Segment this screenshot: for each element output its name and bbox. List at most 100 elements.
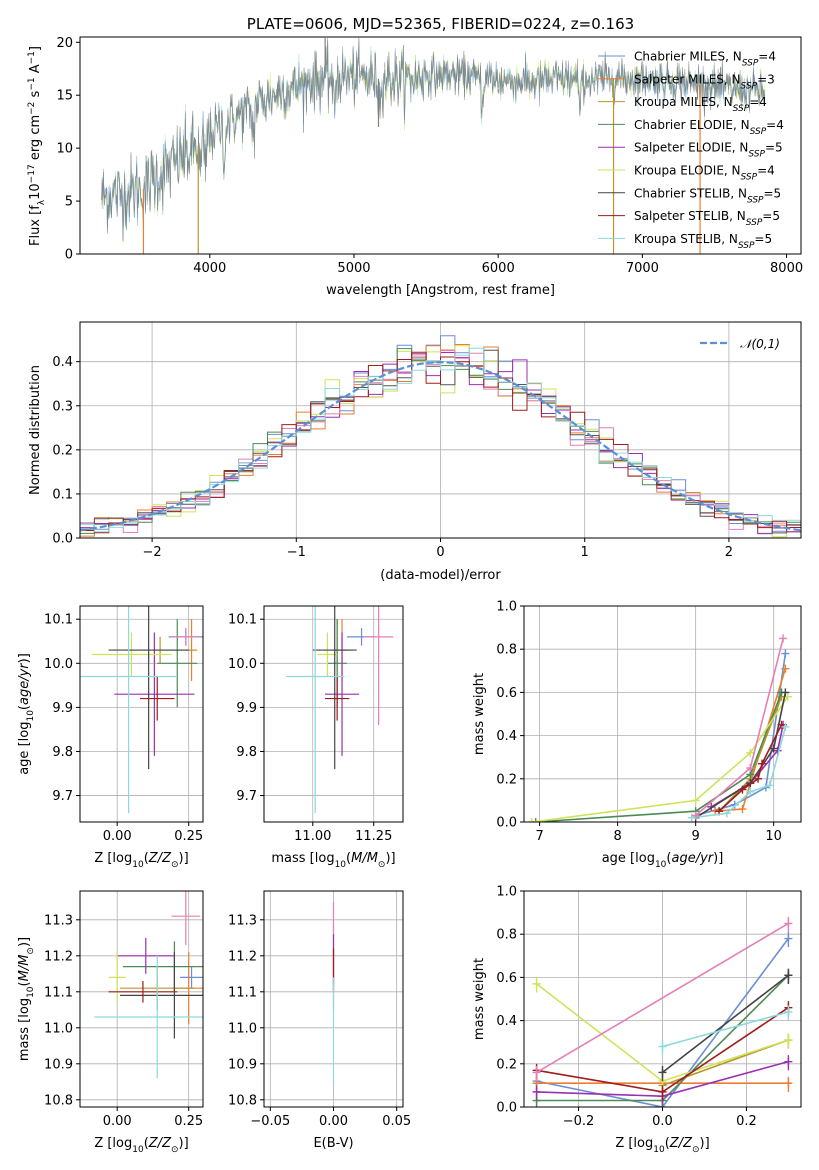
weight-line (535, 692, 783, 822)
y-tick-label: 0.0 (52, 532, 73, 547)
y-tick-label: 0.6 (496, 686, 517, 701)
weight-point (738, 785, 747, 794)
y-tick-label: 5 (65, 195, 73, 210)
y-tick-label: 0.3 (52, 399, 73, 414)
x-tick-label: 4000 (193, 261, 226, 276)
weight-line (662, 1011, 789, 1048)
y-tick-label: 11.1 (228, 985, 257, 1000)
weight-point (746, 748, 755, 757)
x-tick-label: 0.00 (103, 829, 132, 844)
y-tick-label: 10.9 (228, 1057, 257, 1072)
x-tick-label: 8 (613, 829, 621, 844)
mass-vs-Z-frame (79, 890, 204, 1108)
mass-vs-EBV: −0.05 0.00 0.05 10.8 10.9 11.0 11.1 11.2 11.3 E(B… (228, 890, 411, 1151)
y-tick-label: 0.8 (496, 643, 517, 658)
y-tick-label: 10.0 (44, 657, 73, 672)
residual-histogram: −2 −1 0 1 2 0.0 0.1 0.2 0.3 0.4 (data-model)/error… (28, 321, 802, 583)
legend-entry: Chabrier STELIB, NSSP=5 (634, 186, 781, 205)
y-tick-label: 11.2 (44, 949, 73, 964)
x-tick-label: 5000 (337, 261, 370, 276)
x-tick-label: 0.05 (382, 1114, 411, 1129)
x-axis-label: wavelength [Angstrom, rest frame] (326, 283, 555, 298)
weight-point (781, 722, 790, 731)
weight-point (738, 805, 747, 814)
weight-point (779, 634, 788, 643)
y-tick-label: 0.0 (496, 816, 517, 831)
weight-point (769, 744, 778, 753)
weight-point (754, 774, 763, 783)
y-tick-label: 9.7 (52, 789, 73, 804)
weight-point (746, 764, 755, 772)
spectrum-line (101, 37, 766, 242)
spectrum-frame (79, 36, 802, 255)
mass-weight-vs-Z: −0.2 0.0 0.2 0.0 0.2 0.4 0.6 0.8 1.0 Z [log10(Z/Z… (472, 885, 802, 1155)
residual-histogram-marks (80, 335, 801, 538)
x-tick-label: 0.00 (319, 1114, 348, 1129)
spectrum: 4000 5000 6000 7000 8000 0 5 10 15 20 PLATE=0606, … (27, 15, 803, 298)
y-axis-label: age [log10(age/yr)] (17, 653, 36, 775)
x-tick-label: 7 (535, 829, 543, 844)
x-axis-label: mass [log10(M/M⊙)] (271, 851, 395, 870)
y-tick-label: 11.3 (228, 913, 257, 928)
y-tick-label: 10.8 (228, 1093, 257, 1108)
weight-point (781, 649, 790, 658)
x-tick-label: 1 (581, 545, 589, 560)
age-vs-mass: 11.00 11.25 9.7 9.8 9.9 10.0 10.1 mass [log10(M… (228, 605, 404, 870)
x-tick-label: 9 (692, 829, 700, 844)
y-tick-label: 0.2 (496, 1057, 517, 1072)
spectrum-marks (101, 37, 766, 254)
x-tick-label: 10 (765, 829, 782, 844)
x-tick-label: 0 (436, 545, 444, 560)
weight-line (662, 974, 789, 1074)
legend-entry: Kroupa MILES, NSSP=4 (634, 95, 767, 114)
x-tick-label: −0.2 (563, 1114, 595, 1129)
age-vs-Z-frame (79, 605, 204, 823)
x-tick-label: 11.25 (355, 829, 392, 844)
age-vs-Z-plot-area (80, 606, 203, 822)
x-axis-label: (data-model)/error (380, 568, 501, 583)
y-tick-label: 10.0 (228, 657, 257, 672)
x-axis-label: Z [log10(Z/Z⊙)] (94, 1136, 188, 1155)
y-tick-label: 0.2 (52, 443, 73, 458)
weight-point (746, 787, 755, 796)
y-tick-label: 15 (56, 89, 73, 104)
gaussian-curve (80, 360, 801, 532)
age-vs-mass-plot-area (264, 606, 403, 822)
weight-line (531, 696, 789, 822)
y-tick-label: 9.8 (52, 745, 73, 760)
y-axis-label: Flux [fλ10−17 erg cm−2 s−1 A−1] (27, 46, 47, 246)
y-tick-label: 0.4 (496, 1014, 517, 1029)
y-tick-label: 1.0 (496, 600, 517, 615)
y-tick-label: 10.9 (44, 1057, 73, 1072)
histogram-step (80, 345, 801, 538)
legend-entry: 𝒩(0,1) (740, 337, 780, 351)
age-vs-mass-marks (285, 606, 394, 814)
x-tick-label: 11.00 (294, 829, 331, 844)
y-axis-label: Normed distribution (28, 365, 43, 495)
chart-title: PLATE=0606, MJD=52365, FIBERID=0224, z=0… (247, 15, 634, 33)
legend-entry: Chabrier ELODIE, NSSP=4 (634, 118, 784, 137)
y-tick-label: 11.1 (44, 985, 73, 1000)
legend-entry: Salpeter STELIB, NSSP=5 (634, 209, 780, 228)
y-tick-label: 10.1 (44, 613, 73, 628)
y-tick-label: 11.2 (228, 949, 257, 964)
x-tick-label: 6000 (482, 261, 515, 276)
weight-point (691, 811, 700, 820)
y-tick-label: 9.7 (236, 789, 257, 804)
weight-line (536, 922, 789, 1074)
y-tick-label: 9.9 (236, 701, 257, 716)
x-tick-label: 0.2 (736, 1114, 757, 1129)
weight-point (722, 809, 731, 818)
y-tick-label: 10 (56, 142, 73, 157)
y-axis-label: mass weight (472, 958, 487, 1040)
mass-weight-vs-Z-marks (532, 916, 793, 1107)
y-tick-label: 11.0 (228, 1021, 257, 1036)
weight-point (757, 759, 766, 768)
weight-point (781, 688, 790, 697)
x-tick-label: 2 (725, 545, 733, 560)
age-vs-Z: 0.00 0.25 9.7 9.8 9.9 10.0 10.1 Z [log10(Z/Z⊙)]… (17, 605, 204, 870)
x-tick-label: 0.25 (174, 1114, 203, 1129)
x-tick-label: 0.00 (103, 1114, 132, 1129)
weight-point (781, 664, 790, 673)
